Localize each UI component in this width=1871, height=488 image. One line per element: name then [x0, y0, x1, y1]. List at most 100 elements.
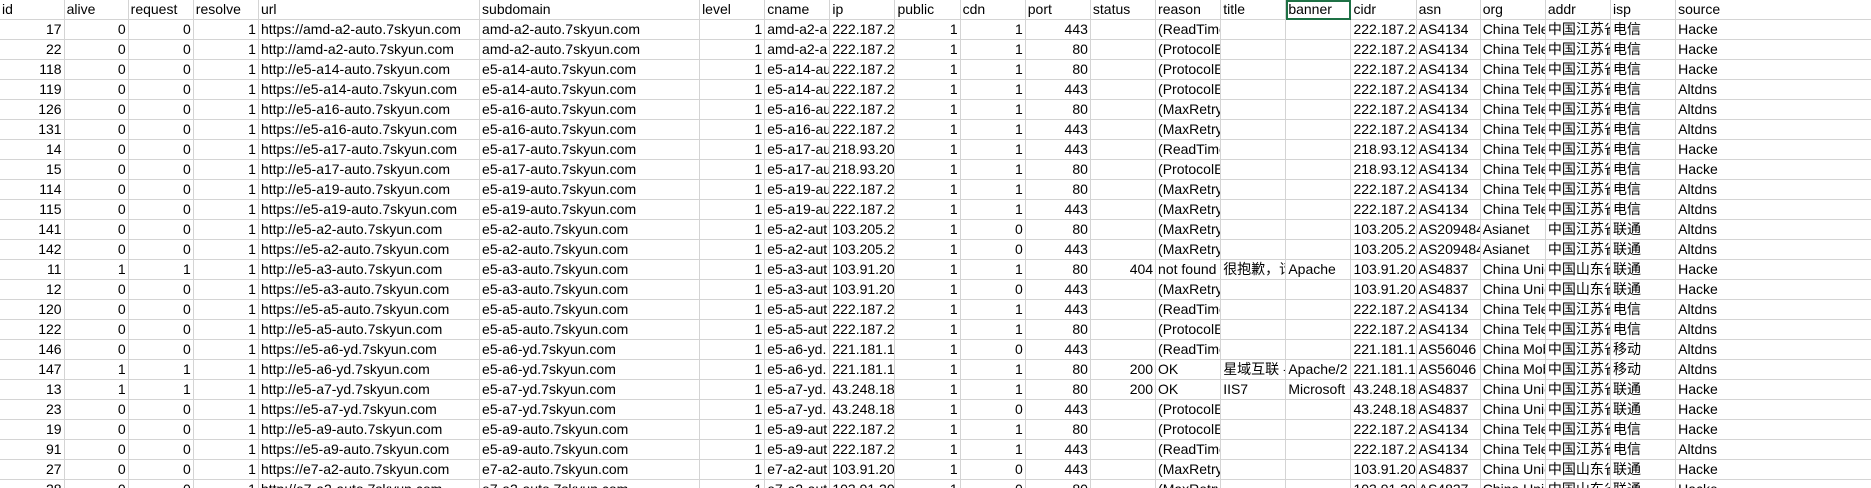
- cell-subdomain[interactable]: e7-a2-auto.7skyun.com: [479, 479, 701, 488]
- cell-cname[interactable]: amd-a2-a: [764, 19, 831, 40]
- cell-resolve[interactable]: 1: [193, 339, 259, 360]
- cell-asn[interactable]: AS4837: [1416, 379, 1481, 400]
- cell-resolve[interactable]: 1: [193, 379, 259, 400]
- cell-id[interactable]: 131: [0, 119, 65, 140]
- cell-isp[interactable]: 电信: [1610, 59, 1677, 80]
- cell-url[interactable]: http://amd-a2-auto.7skyun.com: [258, 39, 481, 60]
- cell-isp[interactable]: 电信: [1610, 179, 1677, 200]
- cell-title[interactable]: [1220, 39, 1287, 60]
- cell-id[interactable]: 17: [0, 19, 65, 40]
- cell-cidr[interactable]: 222.187.22: [1350, 179, 1417, 200]
- cell-org[interactable]: China Unic: [1480, 379, 1546, 400]
- cell-isp[interactable]: 联通: [1610, 239, 1677, 260]
- cell-org[interactable]: China Tele: [1480, 19, 1546, 40]
- cell-cidr[interactable]: 222.187.22: [1350, 19, 1417, 40]
- cell-addr[interactable]: 中国江苏省: [1545, 379, 1611, 400]
- cell-resolve[interactable]: 1: [193, 199, 259, 220]
- cell-ip[interactable]: 103.205.25: [829, 219, 896, 240]
- cell-reason[interactable]: (ProtocolError('Connection aborte: [1155, 319, 1222, 340]
- cell-id[interactable]: 12: [0, 279, 65, 300]
- cell-status[interactable]: [1090, 219, 1157, 240]
- cell-ip[interactable]: 218.93.206: [829, 139, 896, 160]
- cell-reason[interactable]: OK: [1155, 379, 1222, 400]
- cell-cidr[interactable]: 222.187.22: [1350, 199, 1417, 220]
- cell-public[interactable]: 1: [894, 419, 961, 440]
- cell-source[interactable]: Altdns: [1675, 319, 1871, 340]
- cell-banner[interactable]: [1285, 39, 1352, 60]
- cell-ip[interactable]: 222.187.23: [829, 319, 896, 340]
- cell-cname[interactable]: e5-a3-aut: [764, 279, 831, 300]
- cell-port[interactable]: 80: [1025, 99, 1091, 120]
- cell-source[interactable]: Hacke: [1675, 59, 1871, 80]
- cell-reason[interactable]: (ReadTimeoutError("HTTPSConne: [1155, 339, 1222, 360]
- cell-id[interactable]: 14: [0, 139, 65, 160]
- cell-cidr[interactable]: 43.248.184: [1350, 399, 1417, 420]
- cell-alive[interactable]: 0: [64, 39, 129, 60]
- cell-cname[interactable]: e5-a7-yd.: [764, 379, 831, 400]
- cell-banner[interactable]: [1285, 479, 1352, 488]
- cell-title[interactable]: [1220, 319, 1287, 340]
- cell-public[interactable]: 1: [894, 199, 961, 220]
- cell-isp[interactable]: 电信: [1610, 319, 1677, 340]
- cell-cname[interactable]: e5-a5-aut: [764, 319, 831, 340]
- cell-url[interactable]: http://e5-a14-auto.7skyun.com: [258, 59, 481, 80]
- cell-cname[interactable]: e5-a2-aut: [764, 239, 831, 260]
- cell-reason[interactable]: (ReadTimeoutError("HTTPSConne: [1155, 299, 1222, 320]
- cell-reason[interactable]: (MaxRetryError("HTTPSConnectio: [1155, 279, 1222, 300]
- cell-reason[interactable]: (ProtocolError('Connection aborte: [1155, 39, 1222, 60]
- cell-status[interactable]: [1090, 179, 1157, 200]
- cell-banner[interactable]: Microsoft: [1285, 379, 1352, 400]
- cell-url[interactable]: http://e7-a2-auto.7skyun.com: [258, 479, 481, 488]
- cell-org[interactable]: China Tele: [1480, 299, 1546, 320]
- cell-reason[interactable]: (ReadTimeoutError("HTTPSConne: [1155, 439, 1222, 460]
- cell-addr[interactable]: 中国江苏省: [1545, 339, 1611, 360]
- cell-request[interactable]: 0: [128, 99, 194, 120]
- cell-port[interactable]: 443: [1025, 239, 1091, 260]
- cell-isp[interactable]: 电信: [1610, 419, 1677, 440]
- cell-cdn[interactable]: 1: [960, 419, 1026, 440]
- cell-public[interactable]: 1: [894, 459, 961, 480]
- cell-request[interactable]: 0: [128, 159, 194, 180]
- cell-level[interactable]: 1: [699, 179, 766, 200]
- cell-banner[interactable]: [1285, 219, 1352, 240]
- cell-status[interactable]: [1090, 459, 1157, 480]
- cell-status[interactable]: [1090, 99, 1157, 120]
- cell-cdn[interactable]: 0: [960, 459, 1026, 480]
- cell-isp[interactable]: 电信: [1610, 39, 1677, 60]
- cell-public[interactable]: 1: [894, 219, 961, 240]
- cell-asn[interactable]: AS4134: [1416, 99, 1481, 120]
- cell-addr[interactable]: 中国江苏省: [1545, 319, 1611, 340]
- cell-id[interactable]: 11: [0, 259, 65, 280]
- cell-resolve[interactable]: 1: [193, 19, 259, 40]
- cell-public[interactable]: 1: [894, 119, 961, 140]
- cell-subdomain[interactable]: e5-a9-auto.7skyun.com: [479, 419, 701, 440]
- cell-asn[interactable]: AS4837: [1416, 399, 1481, 420]
- cell-request[interactable]: 0: [128, 439, 194, 460]
- cell-port[interactable]: 443: [1025, 399, 1091, 420]
- header-cell-banner[interactable]: banner: [1285, 0, 1352, 20]
- cell-resolve[interactable]: 1: [193, 39, 259, 60]
- cell-alive[interactable]: 1: [64, 359, 129, 380]
- cell-isp[interactable]: 电信: [1610, 159, 1677, 180]
- cell-url[interactable]: https://e5-a7-yd.7skyun.com: [258, 399, 481, 420]
- cell-asn[interactable]: AS4837: [1416, 479, 1481, 488]
- cell-cdn[interactable]: 0: [960, 399, 1026, 420]
- cell-subdomain[interactable]: e5-a14-auto.7skyun.com: [479, 79, 701, 100]
- cell-port[interactable]: 443: [1025, 79, 1091, 100]
- cell-ip[interactable]: 43.248.187: [829, 399, 896, 420]
- header-cell-port[interactable]: port: [1025, 0, 1091, 20]
- cell-isp[interactable]: 联通: [1610, 459, 1677, 480]
- cell-status[interactable]: [1090, 479, 1157, 488]
- cell-addr[interactable]: 中国江苏省: [1545, 19, 1611, 40]
- cell-cdn[interactable]: 1: [960, 79, 1026, 100]
- cell-port[interactable]: 80: [1025, 159, 1091, 180]
- cell-status[interactable]: [1090, 239, 1157, 260]
- cell-request[interactable]: 0: [128, 399, 194, 420]
- cell-request[interactable]: 0: [128, 39, 194, 60]
- cell-cdn[interactable]: 0: [960, 239, 1026, 260]
- cell-port[interactable]: 443: [1025, 279, 1091, 300]
- cell-url[interactable]: https://e5-a5-auto.7skyun.com: [258, 299, 481, 320]
- cell-asn[interactable]: AS4134: [1416, 419, 1481, 440]
- cell-alive[interactable]: 0: [64, 199, 129, 220]
- cell-level[interactable]: 1: [699, 319, 766, 340]
